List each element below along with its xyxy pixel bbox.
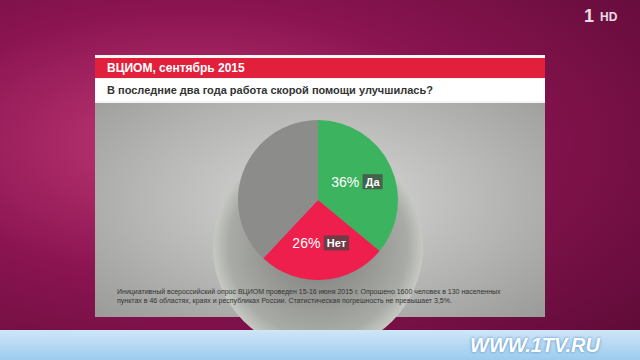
svg-text:36%: 36% [331, 174, 359, 190]
html-text:Инициативный всероссийский опр: Инициативный всероссийский опрос ВЦИОМ п… [117, 288, 501, 304]
svg-text:26%: 26% [292, 235, 320, 251]
html-text:WWW.1TV.RU: WWW.1TV.RU [470, 334, 600, 356]
html-text:ВЦИОМ, сентябрь 2015: ВЦИОМ, сентябрь 2015 [107, 61, 245, 75]
html-text:1 HD: 1 HD [584, 6, 618, 26]
svg-text:Нет: Нет [327, 237, 347, 249]
html-text:В последние два года работа ск: В последние два года работа скорой помощ… [107, 84, 433, 96]
svg-text:Да: Да [366, 176, 381, 188]
